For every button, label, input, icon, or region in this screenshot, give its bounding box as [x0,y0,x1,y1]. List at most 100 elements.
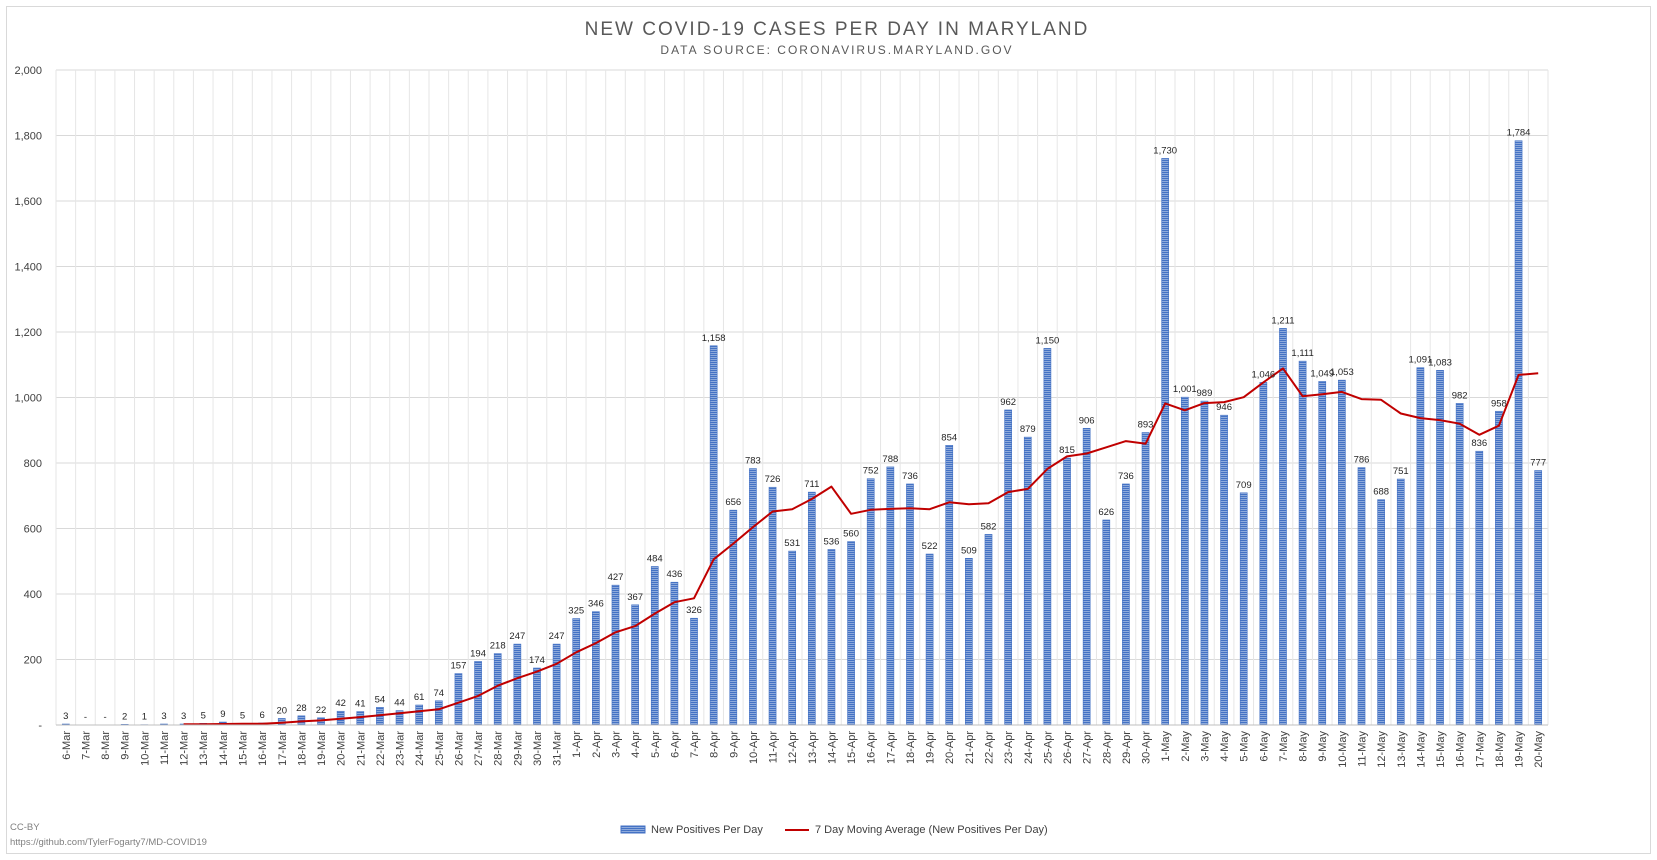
credit-license: CC-BY [10,822,40,833]
bar [1396,478,1405,726]
bar [847,541,855,726]
bar-data-label: 436 [666,569,682,580]
bar-data-label: 560 [843,529,859,540]
bar [906,483,914,726]
x-tick-label: 15-Mar [238,731,250,766]
x-tick-label: 12-Apr [787,731,799,764]
bar-data-label: 786 [1354,455,1370,466]
x-tick-label: 8-May [1298,731,1310,762]
legend: New Positives Per Day 7 Day Moving Avera… [620,824,1048,836]
x-tick-label: 28-Mar [493,731,505,766]
bar [513,643,522,726]
x-tick-label: 9-Mar [120,731,132,760]
bar-data-label: 427 [608,572,624,583]
bar-data-label: 9 [220,709,225,720]
bar-data-label: 736 [902,471,918,482]
x-tick-label: 31-Mar [552,731,564,766]
bar-data-label: 893 [1138,420,1154,431]
x-tick-label: 29-Apr [1121,731,1133,764]
bar [788,550,797,726]
x-tick-label: 13-May [1396,731,1408,768]
bar-data-label: 247 [549,631,565,642]
bar-data-label: 326 [686,605,702,616]
x-tick-label: 4-May [1219,731,1231,762]
bar [552,643,561,726]
y-tick-label: 600 [24,524,42,536]
bar [1043,348,1052,726]
bar-data-label: 61 [414,692,425,703]
x-tick-label: 5-May [1239,731,1251,762]
bar-data-label: 989 [1197,388,1213,399]
bar-data-label: 1,730 [1153,145,1177,156]
x-tick-label: 26-Apr [1062,731,1074,764]
chart-title: NEW COVID-19 CASES PER DAY IN MARYLAND [585,19,1090,40]
bar [1023,436,1032,726]
bar [1141,432,1150,726]
bar-data-label: 5 [201,710,206,721]
bar-data-label: 854 [941,432,957,443]
bar-data-label: 726 [765,474,781,485]
bar-data-label: 752 [863,466,879,477]
bar [1298,360,1307,726]
x-tick-label: 23-Apr [1003,731,1015,764]
bar-data-label: 41 [355,699,366,710]
bar [1495,410,1503,726]
bar-data-label: 788 [882,454,898,465]
bar-data-label: 484 [647,553,663,564]
x-tick-label: 14-May [1415,731,1427,768]
bar-data-label: 522 [922,541,938,552]
bar-data-label: 531 [784,538,800,549]
y-tick-label: 800 [24,458,42,470]
x-tick-label: 24-Apr [1023,731,1035,764]
chart-subtitle: DATA SOURCE: CORONAVIRUS.MARYLAND.GOV [660,43,1013,57]
bar [415,704,424,726]
bar-data-label: 736 [1118,471,1134,482]
bar-data-label: 1,049 [1310,368,1334,379]
bar-data-label: 218 [490,641,506,652]
bar [592,611,600,726]
bar-series [61,140,1543,726]
bar [827,549,836,726]
credit-url: https://github.com/TylerFogarty7/MD-COVI… [10,837,207,848]
bar [533,667,541,726]
bar-data-label: 1,111 [1291,348,1313,359]
x-tick-label: 13-Mar [198,731,210,766]
x-tick-label: 5-Apr [650,731,662,758]
bar [1259,382,1268,726]
bar [768,486,777,726]
bar [1180,396,1189,726]
moving-average-line [183,367,1539,726]
bar [434,700,443,726]
bar-data-label: 325 [568,606,584,617]
bar-data-label: 1,053 [1330,367,1354,378]
bar [1357,467,1366,726]
bar-data-label: 582 [981,521,997,532]
bar [1161,158,1170,726]
x-tick-label: 6-Apr [669,731,681,758]
x-tick-label: 28-Apr [1101,731,1113,764]
x-tick-label: 13-Apr [807,731,819,764]
y-tick-label: - [38,720,42,732]
bar-data-label: 3 [181,711,186,722]
chart-frame [6,6,1651,854]
x-axis: 6-Mar 7-Mar 8-Mar 9-Mar 10-Mar 11-Mar 12-Mar 13… [56,724,1548,768]
x-tick-label: 3-Apr [611,731,623,758]
x-tick-label: 27-Mar [473,731,485,766]
x-tick-label: 21-Mar [355,731,367,766]
bar [984,534,993,726]
bar-data-label: 1,046 [1251,369,1275,380]
x-tick-label: 19-May [1514,731,1526,768]
x-tick-label: 24-Mar [414,731,426,766]
bar-data-label: 28 [296,703,307,714]
y-tick-label: 1,000 [14,393,42,405]
bar-data-label: 815 [1059,445,1075,456]
bar-data-label: 44 [394,698,405,709]
bar [1279,328,1287,726]
x-tick-label: 7-May [1278,731,1290,762]
x-tick-label: 2-May [1180,731,1192,762]
x-tick-label: 17-Apr [885,731,897,764]
bar [1534,470,1543,726]
x-tick-label: 20-Apr [944,731,956,764]
x-tick-label: 12-May [1376,731,1388,768]
y-tick-label: 1,800 [14,131,42,143]
